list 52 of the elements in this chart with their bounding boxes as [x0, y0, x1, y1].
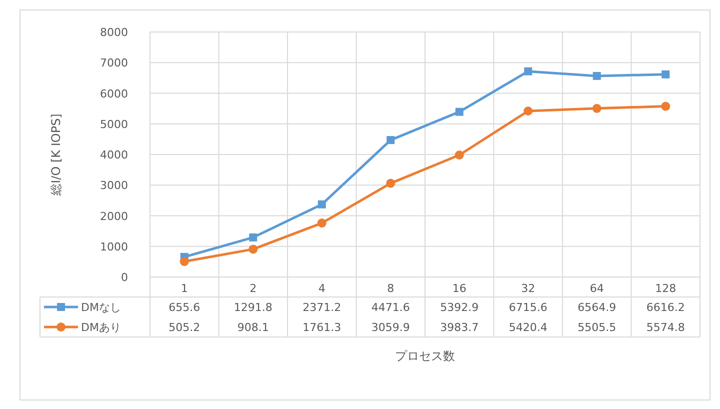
point: [317, 218, 326, 228]
y-tick-label: 4000: [100, 148, 128, 162]
point: [592, 104, 602, 113]
point: [180, 257, 189, 266]
point: [454, 150, 464, 160]
x-axis-title: プロセス数: [395, 349, 455, 363]
data-label: 3059.9: [371, 321, 410, 334]
point: [386, 178, 396, 188]
data-label: 4471.6: [371, 301, 410, 314]
y-tick-label: 1000: [100, 240, 128, 254]
data-label: 5420.4: [508, 321, 548, 334]
point: [318, 200, 326, 208]
data-label: 655.6: [168, 301, 200, 314]
y-tick-label: 6000: [100, 87, 128, 100]
x-tick-label: 4: [318, 282, 326, 295]
y-tick-label: 3000: [100, 179, 128, 192]
data-label: 1761.3: [302, 321, 342, 334]
x-tick-label: 64: [590, 282, 604, 295]
point: [455, 108, 464, 116]
x-tick-label: 128: [655, 282, 676, 295]
y-tick-label: 2000: [100, 210, 128, 223]
point: [661, 102, 670, 111]
x-tick-label: 8: [387, 282, 394, 295]
data-label: 6715.6: [508, 301, 548, 314]
data-label: 2371.2: [302, 301, 342, 314]
legend-label: DMなし: [81, 301, 121, 314]
data-label: 3983.7: [440, 321, 479, 334]
data-label: 505.2: [168, 321, 200, 334]
data-label: 5505.5: [578, 321, 616, 334]
legend-label: DMあり: [81, 321, 121, 334]
x-tick-label: 2: [250, 282, 257, 295]
data-label: 6616.2: [646, 301, 685, 314]
y-tick-label: 5000: [100, 118, 128, 131]
point: [524, 106, 533, 116]
x-tick-label: 16: [452, 282, 466, 295]
point: [662, 70, 670, 78]
point: [592, 72, 601, 80]
x-tick-label: 1: [180, 282, 188, 295]
y-axis-title: 総I/O [K IOPS]: [49, 114, 63, 196]
y-tick-label: 0: [121, 271, 128, 284]
point: [524, 67, 532, 76]
point: [386, 136, 395, 144]
x-tick-label: 32: [521, 282, 536, 295]
point: [249, 233, 258, 242]
data-label: 1291.8: [234, 301, 272, 314]
y-tick-label: 8000: [100, 26, 128, 39]
point: [248, 244, 258, 254]
data-label: 908.1: [237, 321, 269, 334]
y-tick-label: 7000: [100, 56, 128, 70]
data-label: 5392.9: [440, 301, 479, 314]
data-label: 6564.9: [578, 301, 616, 314]
data-label: 5574.8: [646, 321, 685, 334]
